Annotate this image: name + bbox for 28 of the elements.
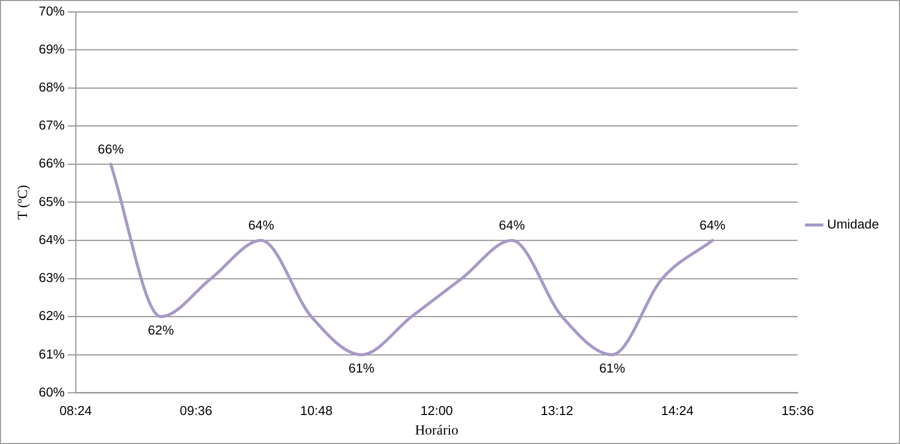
x-tick-label: 13:12 [540, 403, 574, 418]
x-tick-label: 14:24 [661, 403, 694, 418]
x-tick-label: 08:24 [59, 403, 92, 418]
y-tick-label: 67% [38, 118, 66, 133]
x-tick-label: 12:00 [420, 403, 453, 418]
y-tick-label: 66% [38, 156, 66, 171]
data-label: 61% [348, 360, 375, 376]
y-tick-label: 61% [38, 346, 66, 362]
data-label: 64% [248, 218, 275, 233]
data-label: 64% [699, 218, 726, 233]
y-tick-label: 60% [38, 384, 66, 400]
x-tick-label: 15:36 [781, 403, 814, 418]
y-tick-label: 62% [38, 308, 66, 324]
data-label: 64% [498, 218, 526, 233]
data-label: 61% [599, 360, 626, 376]
x-axis-title: Horário [414, 423, 458, 438]
y-axis-title: T (ºC) [16, 184, 32, 220]
y-tick-label: 70% [38, 3, 66, 18]
y-tick-label: 69% [38, 41, 66, 56]
y-tick-label: 64% [38, 232, 66, 247]
x-tick-label: 10:48 [300, 403, 333, 418]
data-label: 62% [148, 322, 174, 338]
x-tick-label: 09:36 [180, 403, 212, 418]
data-label: 66% [98, 141, 124, 156]
y-tick-label: 65% [38, 194, 66, 209]
y-tick-label: 68% [38, 80, 66, 95]
legend-label: Umidade [827, 216, 879, 232]
y-tick-label: 63% [38, 270, 66, 286]
